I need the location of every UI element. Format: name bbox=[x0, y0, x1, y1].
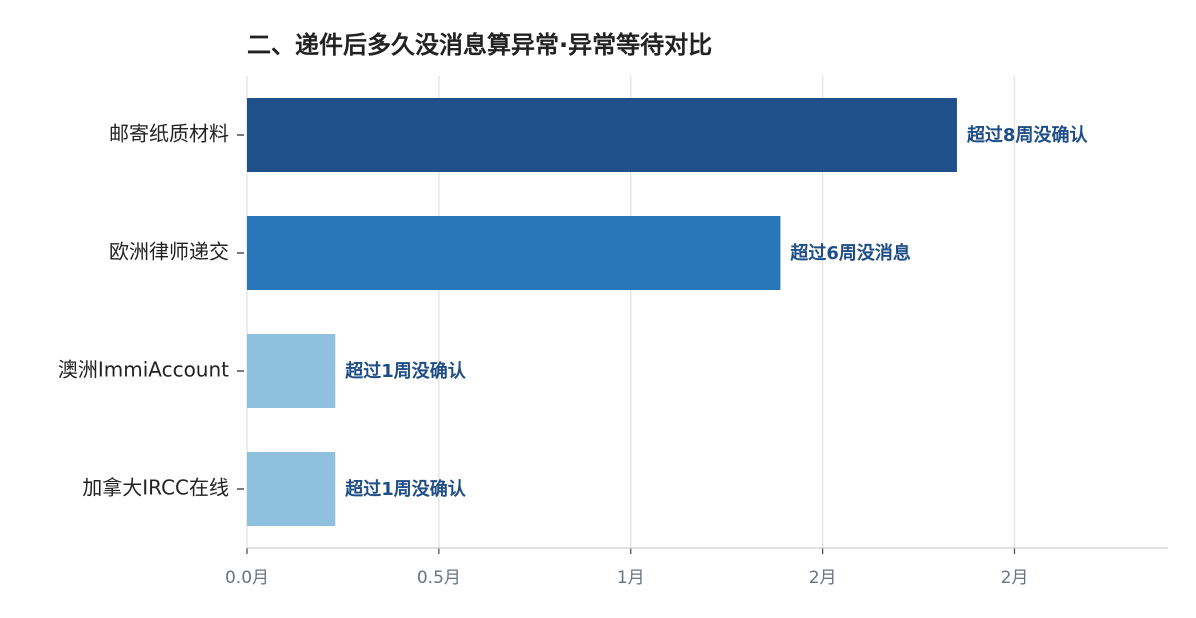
y-tick-label: 加拿大IRCC在线 bbox=[82, 476, 229, 500]
bar bbox=[247, 98, 957, 172]
x-tick-label: 2月 bbox=[1001, 568, 1029, 588]
y-tick-label: 欧洲律师递交 bbox=[109, 240, 229, 264]
value-label: 超过1周没确认 bbox=[345, 360, 467, 382]
x-tick-label: 1月 bbox=[617, 568, 645, 588]
x-tick-label: 0.0月 bbox=[225, 568, 269, 588]
bar bbox=[247, 216, 781, 290]
bar bbox=[247, 452, 336, 526]
bar bbox=[247, 334, 336, 408]
value-label: 超过8周没确认 bbox=[967, 124, 1089, 146]
x-tick-label: 0.5月 bbox=[417, 568, 461, 588]
y-tick-label: 邮寄纸质材料 bbox=[109, 122, 229, 146]
value-label: 超过6周没消息 bbox=[790, 242, 911, 264]
x-tick-label: 2月 bbox=[809, 568, 837, 588]
value-label: 超过1周没确认 bbox=[345, 478, 467, 500]
chart-title: 二、递件后多久没消息算异常·异常等待对比 bbox=[247, 31, 712, 59]
y-tick-label: 澳洲ImmiAccount bbox=[58, 358, 229, 382]
